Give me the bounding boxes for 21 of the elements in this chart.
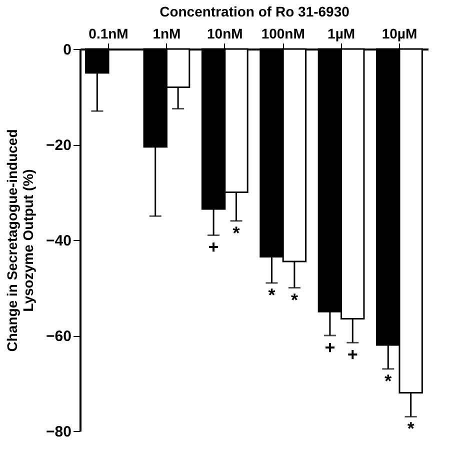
y-axis-title: Change in Secretagogue-induced Lysozyme Output (%) <box>4 129 36 352</box>
y-tick-label: −60 <box>46 328 72 345</box>
x-tick-label: 10µM <box>382 26 418 42</box>
x-axis-title: Concentration of Ro 31-6930 <box>160 4 350 20</box>
y-tick-label: 0 <box>63 42 72 58</box>
x-tick-label: 100nM <box>261 26 305 42</box>
y-tick-label: −20 <box>46 137 72 154</box>
x-tick-label: 10nM <box>207 26 243 42</box>
x-tick-label: 1nM <box>152 26 181 42</box>
annotation: * <box>290 290 298 310</box>
annotation: * <box>268 284 276 305</box>
annotation: + <box>324 338 336 358</box>
annotation: * <box>407 418 414 439</box>
x-tick-label: 0.1nM <box>88 26 128 42</box>
y-tick-label: −40 <box>46 232 72 250</box>
annotation: + <box>208 237 219 258</box>
x-tick-label: 1µM <box>328 26 356 42</box>
annotation: * <box>384 370 392 391</box>
annotation: * <box>232 222 240 243</box>
annotation: + <box>347 344 358 365</box>
y-tick-label: −80 <box>46 424 72 440</box>
